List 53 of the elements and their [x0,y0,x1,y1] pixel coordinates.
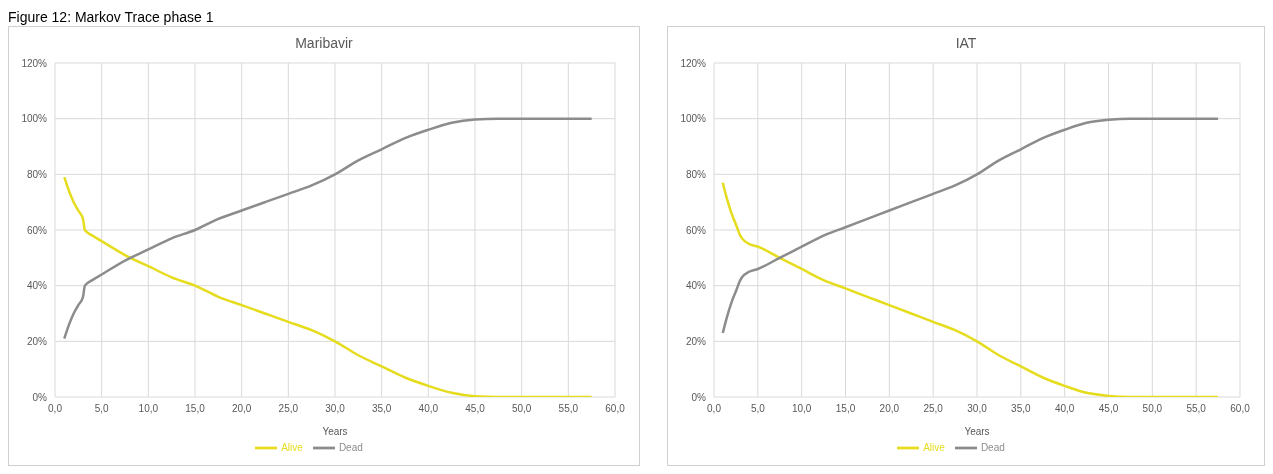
x-tick-label: 40,0 [418,403,439,415]
x-tick-label: 0,0 [48,403,63,415]
x-tick-label: 35,0 [371,403,392,415]
x-axis-title: Years [322,426,348,437]
y-tick-label: 0% [32,391,48,403]
legend-label: Dead [980,441,1005,453]
y-tick-label: 120% [680,57,707,69]
x-tick-label: 20,0 [879,403,900,415]
y-tick-label: 100% [680,113,707,125]
y-tick-label: 120% [21,57,48,69]
chart-title: Maribavir [294,34,354,53]
x-tick-label: 10,0 [138,403,159,415]
x-tick-label: 45,0 [1098,403,1119,415]
x-tick-label: 5,0 [750,403,766,415]
x-tick-label: 25,0 [278,403,299,415]
x-tick-label: 55,0 [1186,403,1207,415]
line-series [63,117,593,340]
y-tick-label: 80% [26,168,48,180]
x-tick-label: 10,0 [791,403,812,415]
x-tick-label: 0,0 [707,403,722,415]
line-series [721,181,1220,397]
x-tick-label: 30,0 [325,403,346,415]
x-tick-label: 30,0 [967,403,988,415]
y-tick-label: 20% [685,335,707,347]
x-tick-label: 60,0 [1230,403,1251,415]
y-tick-label: 40% [26,280,48,292]
x-tick-label: 50,0 [1142,403,1163,415]
y-tick-label: 0% [691,391,707,403]
y-tick-label: 40% [685,280,707,292]
y-tick-label: 80% [685,168,707,180]
x-tick-label: 25,0 [923,403,944,415]
legend-label: Dead [338,441,363,453]
x-tick-label: 55,0 [558,403,579,415]
x-tick-label: 40,0 [1054,403,1075,415]
line-series [721,117,1220,335]
y-tick-label: 60% [685,224,707,236]
y-tick-label: 60% [26,224,48,236]
x-tick-label: 20,0 [231,403,252,415]
legend-label: Alive [923,441,945,453]
line-series [63,175,593,397]
caption: Figure 12: Markov Trace phase 1 [8,8,215,26]
chart-title: IAT [954,34,978,53]
legend-label: Alive [281,441,303,453]
x-tick-label: 15,0 [185,403,206,415]
x-tick-label: 60,0 [605,403,626,415]
x-tick-label: 15,0 [835,403,856,415]
x-tick-label: 35,0 [1011,403,1031,415]
x-tick-label: 5,0 [94,403,110,415]
x-tick-label: 50,0 [511,403,532,415]
x-axis-title: Years [964,426,990,437]
x-tick-label: 45,0 [465,403,486,415]
y-tick-label: 100% [21,113,48,125]
y-tick-label: 20% [26,335,48,347]
